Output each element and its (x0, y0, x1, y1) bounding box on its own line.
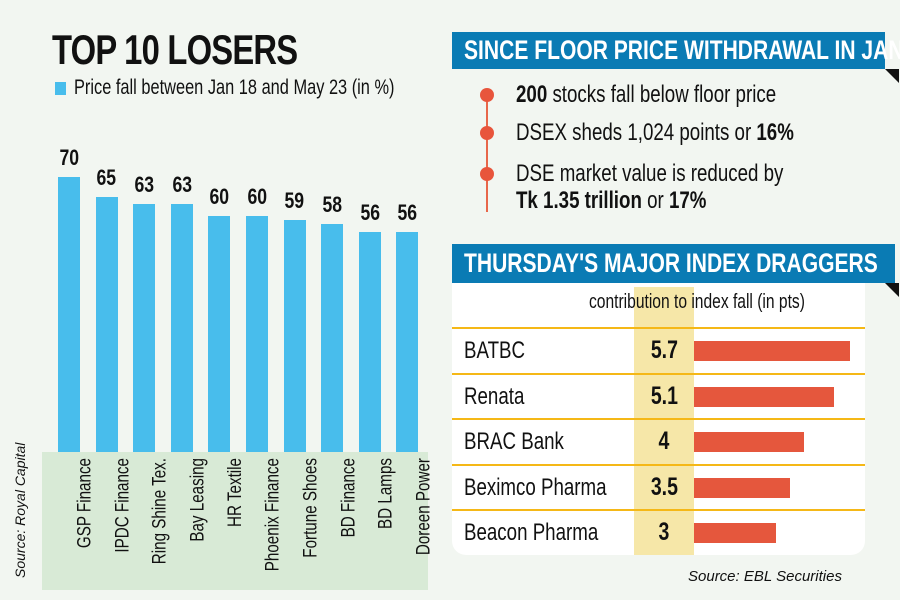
dragger-row: Beximco Pharma 3.5 (452, 463, 865, 510)
dragger-bar (694, 477, 790, 498)
bar-9 (396, 231, 419, 452)
dragger-bar (694, 386, 834, 407)
bar-4 (208, 216, 231, 452)
value-label: 59 (284, 188, 305, 214)
dragger-name: Renata (464, 382, 525, 410)
dragger-row: BATBC 5.7 (452, 327, 865, 373)
value-label: 60 (247, 184, 267, 210)
bar-8 (358, 231, 381, 452)
bullet-dot (480, 167, 494, 181)
legend-swatch (55, 82, 66, 95)
dragger-bar (694, 432, 804, 452)
bullet-3: DSE market value is reduced by Tk 1.35 tr… (516, 160, 784, 214)
dragger-value: 5.7 (650, 336, 678, 364)
legend: Price fall between Jan 18 and May 23 (in… (55, 76, 485, 100)
dragger-value: 3.5 (650, 472, 678, 501)
source-ebl: Source: EBL Securities (688, 568, 842, 585)
bullet-2: DSEX sheds 1,024 points or 16% (516, 119, 794, 146)
draggers-subtitle: contribution to index fall (in pts) (589, 291, 805, 313)
value-label: 70 (59, 144, 79, 170)
dragger-name: BATBC (464, 337, 526, 364)
bar-1 (95, 196, 118, 452)
header-fold (885, 283, 899, 297)
dragger-name: BRAC Bank (464, 428, 564, 455)
category-label: BD Finance (338, 458, 360, 538)
value-label: 60 (209, 184, 230, 210)
category-label: IPDC Finance (112, 458, 134, 553)
source-royal-capital: Source: Royal Capital (12, 442, 28, 578)
category-label: HR Textile (225, 458, 247, 527)
dragger-value: 4 (658, 427, 670, 455)
bar-7 (321, 224, 344, 452)
bar-3 (170, 204, 193, 452)
bullet-dot (480, 88, 494, 102)
bar-5 (246, 216, 268, 452)
dragger-value: 5.1 (650, 381, 678, 410)
dragger-bar (694, 523, 777, 543)
value-label: 63 (171, 172, 192, 198)
bullet-1: 200 stocks fall below floor price (516, 81, 777, 108)
category-label: Phoenix Finance (263, 458, 284, 572)
dragger-value: 3 (658, 518, 670, 546)
bullet-line (486, 94, 488, 212)
bar-2 (133, 204, 156, 452)
category-label: Doreen Power (413, 458, 435, 556)
category-label: Bay Leasing (187, 458, 209, 542)
category-label: Fortune Shoes (300, 458, 322, 558)
legend-label: Price fall between Jan 18 and May 23 (in… (74, 76, 395, 99)
category-label: Ring Shine Tex. (150, 458, 172, 565)
value-label: 56 (397, 199, 418, 225)
dragger-row: BRAC Bank 4 (452, 418, 865, 464)
draggers-table: contribution to index fall (in pts) BATB… (452, 283, 865, 555)
dragger-row: Beacon Pharma 3 (452, 509, 865, 555)
losers-bar-chart: 70 GSP Finance 65 IPDC Finance 63 Ring Shine … (58, 144, 435, 572)
dragger-bar (694, 341, 851, 361)
bar-6 (283, 220, 306, 452)
value-label: 56 (359, 199, 380, 225)
category-label: GSP Finance (75, 458, 96, 549)
dragger-name: Beacon Pharma (464, 519, 599, 546)
category-label-area (42, 452, 428, 590)
bullet-dot (480, 126, 494, 140)
bar-0 (58, 176, 80, 452)
draggers-header: THURSDAY'S MAJOR INDEX DRAGGERS (452, 244, 895, 283)
dragger-name: Beximco Pharma (464, 473, 607, 501)
since-header: SINCE FLOOR PRICE WITHDRAWAL IN JAN (452, 32, 900, 69)
value-label: 58 (322, 192, 342, 218)
header-fold (885, 69, 899, 83)
value-label: 65 (96, 164, 117, 190)
value-label: 63 (134, 172, 154, 198)
category-label: BD Lamps (375, 458, 397, 529)
dragger-row: Renata 5.1 (452, 372, 865, 419)
chart-title: TOP 10 LOSERS (52, 26, 298, 73)
